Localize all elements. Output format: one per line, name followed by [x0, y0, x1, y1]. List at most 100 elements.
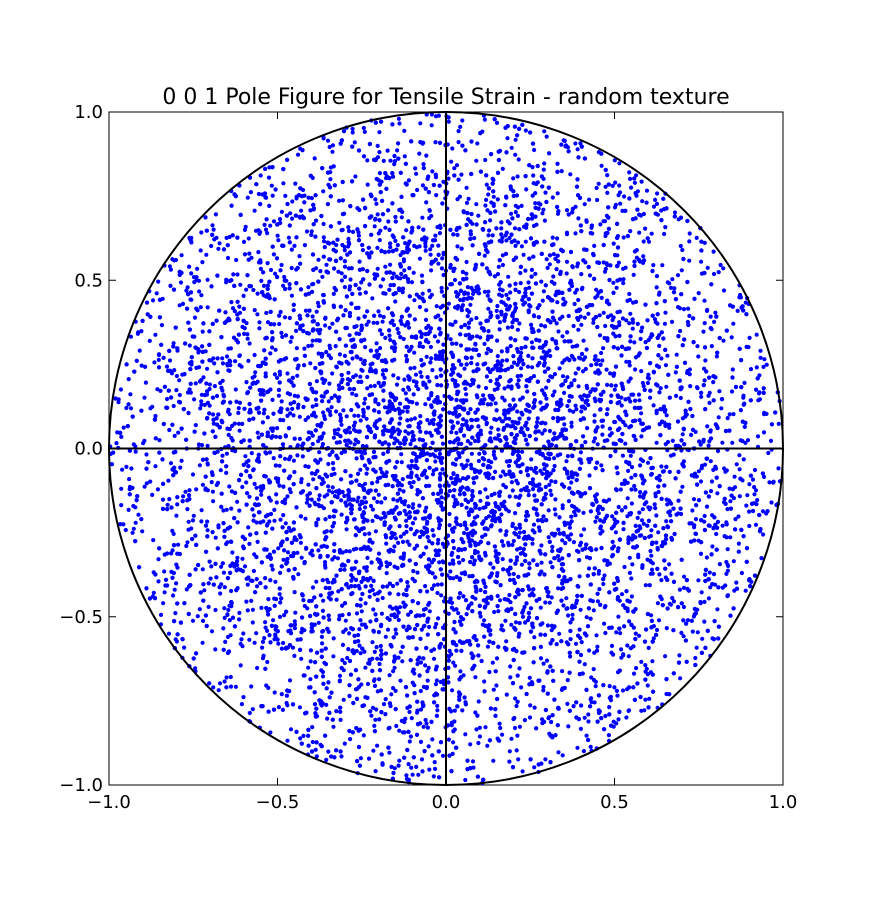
scatter-point — [436, 455, 442, 460]
scatter-point — [497, 416, 502, 421]
scatter-point — [633, 299, 639, 304]
scatter-point — [626, 468, 631, 473]
scatter-point — [320, 442, 325, 447]
scatter-point — [203, 486, 208, 491]
scatter-point — [326, 749, 331, 754]
scatter-point — [462, 366, 467, 371]
scatter-point — [221, 570, 226, 575]
scatter-point — [171, 531, 176, 537]
scatter-point — [619, 647, 624, 652]
scatter-point — [720, 523, 725, 528]
scatter-point — [512, 725, 518, 731]
scatter-point — [411, 392, 416, 397]
scatter-point — [137, 348, 142, 353]
scatter-point — [313, 218, 319, 223]
scatter-point — [578, 314, 583, 319]
scatter-point — [589, 363, 594, 368]
scatter-point — [412, 350, 417, 355]
scatter-point — [637, 398, 642, 403]
scatter-point — [757, 390, 762, 395]
scatter-point — [216, 688, 221, 693]
scatter-point — [482, 341, 487, 346]
scatter-point — [591, 439, 596, 444]
scatter-point — [613, 530, 619, 535]
scatter-point — [629, 501, 635, 506]
scatter-point — [405, 584, 411, 589]
scatter-point — [464, 612, 469, 617]
scatter-point — [514, 193, 520, 198]
scatter-point — [541, 349, 546, 354]
scatter-point — [637, 418, 642, 423]
scatter-point — [497, 721, 502, 726]
scatter-point — [211, 227, 216, 232]
scatter-point — [460, 118, 465, 123]
scatter-point — [519, 366, 524, 371]
scatter-point — [222, 615, 227, 621]
scatter-point — [414, 383, 419, 389]
scatter-point — [254, 577, 259, 582]
scatter-point — [571, 323, 576, 329]
scatter-point — [209, 629, 215, 634]
scatter-point — [133, 449, 138, 454]
scatter-point — [330, 143, 336, 148]
scatter-point — [605, 382, 610, 387]
scatter-point — [309, 229, 314, 234]
scatter-point — [400, 290, 405, 295]
scatter-point — [222, 679, 227, 684]
scatter-point — [509, 145, 514, 150]
scatter-point — [277, 614, 283, 620]
scatter-point — [438, 332, 443, 337]
scatter-point — [247, 541, 252, 547]
scatter-point — [633, 631, 638, 636]
scatter-point — [433, 682, 438, 687]
scatter-point — [560, 503, 565, 508]
scatter-point — [396, 540, 401, 546]
scatter-point — [565, 454, 571, 459]
scatter-point — [637, 494, 643, 499]
scatter-point — [549, 492, 554, 497]
scatter-point — [517, 525, 523, 531]
scatter-point — [680, 247, 685, 253]
scatter-point — [452, 708, 457, 713]
scatter-point — [711, 380, 716, 385]
scatter-point — [344, 527, 349, 532]
scatter-point — [507, 592, 512, 598]
scatter-point — [361, 125, 366, 131]
scatter-point — [350, 356, 355, 361]
scatter-point — [190, 618, 196, 623]
scatter-point — [739, 570, 745, 576]
scatter-point — [279, 330, 284, 335]
scatter-point — [320, 608, 325, 614]
scatter-point — [321, 506, 326, 511]
scatter-point — [439, 500, 444, 505]
scatter-point — [365, 374, 370, 380]
scatter-point — [150, 492, 155, 497]
scatter-point — [266, 685, 271, 691]
scatter-point — [482, 253, 487, 258]
scatter-point — [374, 645, 379, 650]
scatter-point — [166, 631, 172, 636]
scatter-point — [586, 402, 591, 408]
scatter-point — [615, 310, 620, 315]
scatter-point — [297, 254, 302, 259]
scatter-point — [601, 310, 606, 315]
scatter-point — [362, 532, 367, 537]
scatter-point — [640, 199, 645, 204]
scatter-point — [204, 252, 209, 257]
scatter-point — [326, 399, 331, 404]
scatter-point — [529, 340, 535, 345]
scatter-point — [432, 334, 437, 339]
scatter-point — [386, 249, 391, 254]
scatter-point — [591, 320, 596, 325]
scatter-point — [556, 750, 561, 755]
scatter-point — [432, 766, 438, 772]
scatter-point — [629, 185, 634, 190]
scatter-point — [174, 388, 179, 393]
scatter-point — [413, 166, 418, 171]
scatter-point — [680, 416, 686, 421]
scatter-point — [547, 428, 553, 434]
scatter-point — [334, 409, 339, 414]
scatter-point — [566, 499, 572, 504]
scatter-point — [486, 329, 491, 334]
scatter-point — [664, 626, 669, 631]
